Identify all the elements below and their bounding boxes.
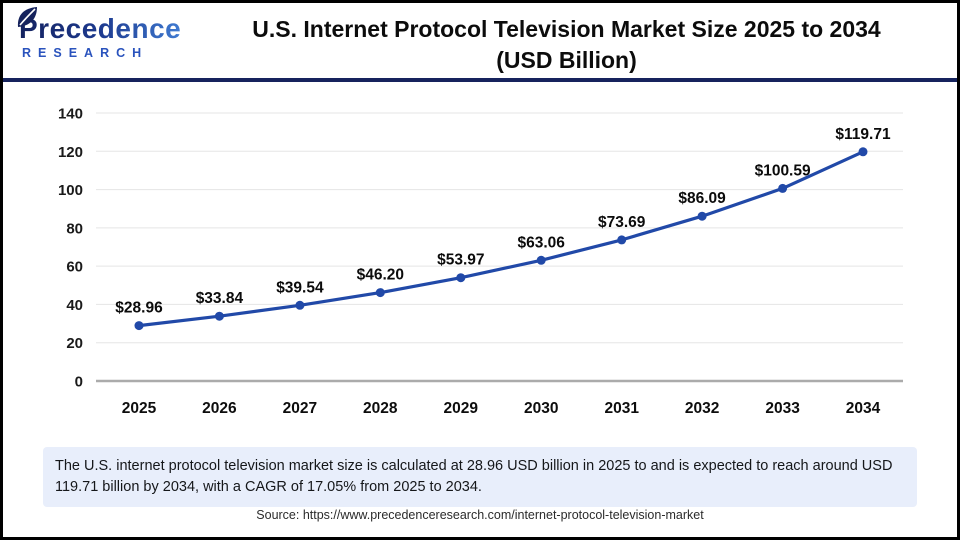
- header-divider: [3, 78, 957, 82]
- y-axis-tick-label: 100: [58, 182, 83, 199]
- y-axis-tick-label: 40: [66, 297, 83, 314]
- y-axis-tick-label: 120: [58, 144, 83, 161]
- data-point-label: $63.06: [517, 234, 565, 251]
- y-axis-tick-label: 60: [66, 259, 83, 276]
- data-point-marker: [456, 273, 466, 283]
- data-point-label: $53.97: [437, 252, 484, 269]
- market-size-line-chart: 0 20 40 60 80 100 120 140 2025 2026 2027 2028 2029 20…: [58, 106, 903, 417]
- x-axis-label: 2028: [363, 400, 398, 417]
- precedence-research-logo: Precedence RESEARCH: [17, 7, 189, 60]
- data-point-label: $33.84: [196, 290, 244, 307]
- x-axis-label: 2032: [685, 400, 719, 417]
- data-point-label: $119.71: [835, 126, 891, 143]
- data-point-marker: [778, 183, 788, 193]
- x-axis-label: 2026: [202, 400, 237, 417]
- trend-line: [137, 150, 865, 328]
- x-axis-label: 2033: [765, 400, 800, 417]
- data-point-label: $73.69: [598, 214, 646, 231]
- data-point-label: $39.54: [276, 279, 324, 296]
- data-point-label: $100.59: [755, 162, 811, 179]
- chart-title: U.S. Internet Protocol Television Market…: [188, 14, 945, 76]
- data-point-label: $86.09: [678, 190, 726, 207]
- x-axis-label: 2031: [604, 400, 639, 417]
- y-axis-tick-label: 20: [66, 335, 83, 352]
- leaf-logo-icon: [17, 7, 37, 27]
- logo-brand-text: Precedence: [19, 13, 182, 44]
- data-point-marker: [858, 147, 868, 157]
- logo-subtext: RESEARCH: [22, 46, 149, 60]
- data-point-marker: [295, 300, 305, 310]
- data-point-label: $46.20: [357, 267, 404, 284]
- summary-box: The U.S. internet protocol television ma…: [43, 447, 917, 507]
- x-axis-label: 2025: [122, 400, 157, 417]
- y-axis-tick-label: 80: [66, 220, 83, 237]
- x-axis-label: 2034: [846, 400, 881, 417]
- data-point-marker: [617, 235, 627, 245]
- y-axis-tick-label: 140: [58, 106, 83, 123]
- chart-title-line1: U.S. Internet Protocol Television Market…: [252, 16, 881, 42]
- x-axis-label: 2029: [444, 400, 479, 417]
- y-axis-tick-label: 0: [75, 374, 83, 391]
- summary-text: The U.S. internet protocol television ma…: [55, 458, 893, 495]
- x-axis-label: 2027: [283, 400, 317, 417]
- data-point-marker: [214, 311, 224, 321]
- data-point-marker: [375, 288, 385, 298]
- data-point-marker: [134, 321, 144, 331]
- data-point-marker: [536, 255, 546, 265]
- x-axis-label: 2030: [524, 400, 558, 417]
- source-text: Source: https://www.precedenceresearch.c…: [256, 508, 704, 522]
- chart-title-line2: (USD Billion): [496, 47, 637, 73]
- data-point-label: $28.96: [115, 300, 163, 317]
- data-point-marker: [697, 211, 707, 221]
